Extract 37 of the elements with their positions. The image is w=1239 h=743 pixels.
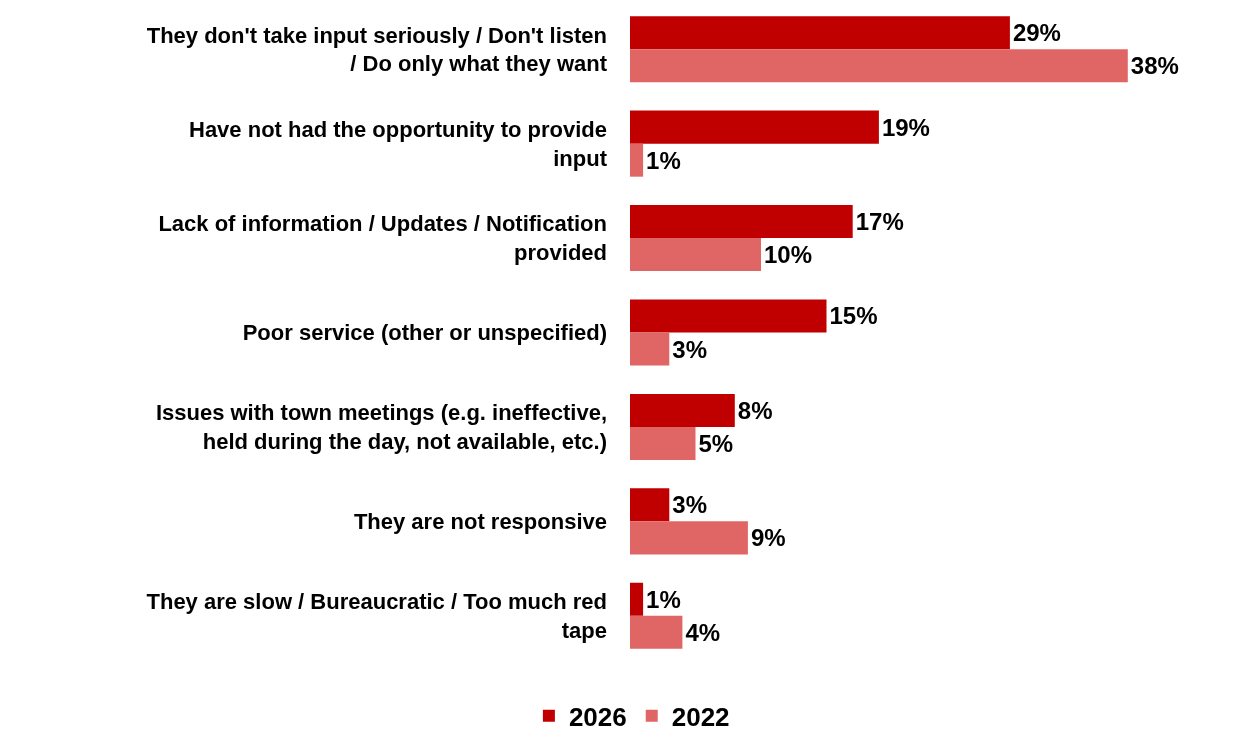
bar — [630, 393, 735, 427]
data-label: 15% — [829, 302, 878, 330]
bar — [630, 49, 1128, 83]
y-tick-label: Issues with town meetings (e.g. ineffective, held during the day, not available, etc.) — [155, 400, 607, 454]
bar — [630, 205, 853, 239]
bar — [630, 16, 1010, 50]
data-label: 29% — [1012, 19, 1061, 47]
bar — [630, 143, 644, 177]
data-label: 1% — [646, 146, 681, 174]
legend-label: 2022 — [671, 701, 730, 732]
y-tick-label: They are not responsive — [353, 509, 607, 535]
data-label: 3% — [672, 335, 707, 363]
bar — [630, 488, 670, 522]
y-tick-label: Have not had the opportunity to provide input — [189, 117, 608, 171]
y-tick-label: Lack of information / Updates / Notification provided — [158, 211, 607, 266]
y-tick-label: Poor service (other or unspecified) — [242, 320, 607, 346]
data-label: 10% — [764, 241, 813, 269]
data-label: 19% — [881, 113, 930, 141]
bar — [630, 238, 761, 272]
bar — [630, 521, 748, 555]
y-tick-label: They don't take input seriously / Don't listen / Do only what they want — [146, 22, 608, 77]
data-label: 38% — [1130, 52, 1179, 80]
bar — [630, 110, 879, 144]
data-label: 3% — [672, 491, 707, 519]
data-label: 5% — [698, 429, 734, 457]
data-label: 8% — [737, 396, 773, 424]
bar — [630, 426, 696, 460]
data-label: 1% — [646, 585, 681, 613]
legend-label: 2026 — [568, 701, 627, 732]
data-label: 17% — [855, 208, 904, 236]
bar — [630, 582, 644, 616]
bar — [630, 615, 683, 649]
data-label: 9% — [750, 524, 786, 552]
bar — [630, 332, 670, 366]
data-label: 4% — [685, 618, 721, 646]
bar — [630, 299, 827, 333]
y-tick-label: They are slow / Bureaucratic / Too much red tape — [146, 589, 607, 643]
